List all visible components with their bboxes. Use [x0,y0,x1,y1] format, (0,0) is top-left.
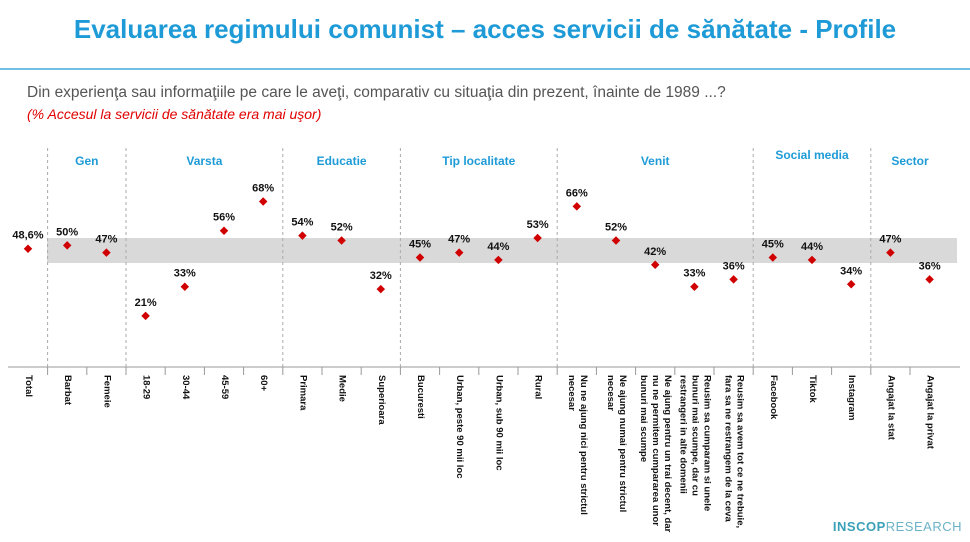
value-label: 56% [213,212,235,224]
x-tick-label: Instagram [846,375,858,421]
dot [337,236,346,245]
group-label: Tip localitate [442,154,516,168]
dot [219,226,229,235]
x-tick-label: Tiktok [807,375,818,403]
x-tick-label: 30-44 [179,375,191,400]
dot [23,244,33,253]
value-label: 50% [56,226,78,238]
group-label: Venit [640,154,670,168]
dot [102,248,111,257]
x-tick-label: Urban, peste 90 mii loc [454,375,466,479]
x-tick-label: Ne ajung pentru un trai decent, dar nu n… [638,375,674,533]
value-label: 33% [174,268,196,280]
chart-title: Evaluarea regimului comunist – acces ser… [73,14,897,44]
logo-light: RESEARCH [885,519,962,534]
x-tick-label: Ne ajung numai pentru strictul necesar [605,375,628,513]
x-tick-label: Angajat la stat [885,375,897,440]
dot [298,231,307,240]
dot [376,284,386,294]
x-tick-label: Reusim sa avem tot ce ne trebuie, fara s… [722,375,746,529]
x-tick-label: Facebook [767,375,779,420]
dot [141,311,150,321]
value-label: 32% [370,270,392,282]
group-label: Gen [75,154,99,168]
value-label: 52% [605,221,627,233]
value-label: 21% [135,297,157,309]
x-tick-label: Superioara [375,375,387,425]
value-label: 36% [723,260,745,272]
x-tick-label: Angajat la privat [924,375,936,449]
x-tick-label: Total [23,375,34,397]
value-label: 33% [683,268,705,280]
x-tick-label: Femeie [101,375,113,408]
group-label: Educatie [316,154,367,168]
group-label: Varsta [186,154,223,168]
value-label: 66% [566,187,588,199]
value-label: 48,6% [12,230,43,242]
value-label: 52% [331,221,353,233]
value-label: 68% [252,183,274,195]
note: (% Accesul la servicii de sănătate era m… [27,106,322,122]
x-tick-label: Bucuresti [415,375,426,419]
value-label: 45% [762,239,784,251]
group-label: Sector [891,154,929,168]
value-label: 47% [879,234,901,246]
dot [690,282,699,291]
dot [454,248,464,257]
dot [846,280,856,289]
group-label: Social media [775,148,849,162]
dot [729,275,738,284]
dot [494,255,503,265]
dot [572,202,582,211]
dot [650,260,660,270]
subtitle: Din experienţa sau informaţiile pe care … [27,84,726,101]
total-band [47,238,957,263]
value-label: 36% [919,260,941,272]
value-label: 45% [409,239,431,251]
value-label: 54% [291,217,313,229]
x-tick-label: Rural [532,375,544,400]
value-label: 53% [527,219,549,231]
value-label: 34% [840,265,862,277]
dot [258,197,268,206]
x-tick-label: Reusim sa cumparam si unele bunuri mai s… [677,375,713,512]
x-tick-label: Primara [297,375,309,411]
dot [415,253,425,262]
x-tick-label: Urban, sub 90 mii loc [493,375,505,471]
x-tick-label: Medie [336,375,348,402]
logo: INSCOPRESEARCH [833,519,962,534]
logo-bold: INSCOP [832,519,886,534]
x-tick-label: Nu ne ajung nici pentru strictul necesar [565,375,589,515]
x-tick-label: 60+ [258,375,270,392]
value-label: 47% [95,234,117,246]
dot [807,255,817,265]
x-tick-label: 18-29 [140,375,152,400]
x-tick-label: 45-59 [219,375,230,400]
value-label: 42% [644,246,666,258]
x-tick-label: Barbat [62,375,74,406]
value-label: 44% [801,241,823,253]
dot [180,282,190,291]
value-label: 44% [487,241,509,253]
dot [925,275,934,284]
value-label: 47% [448,234,470,246]
dot [62,241,72,250]
